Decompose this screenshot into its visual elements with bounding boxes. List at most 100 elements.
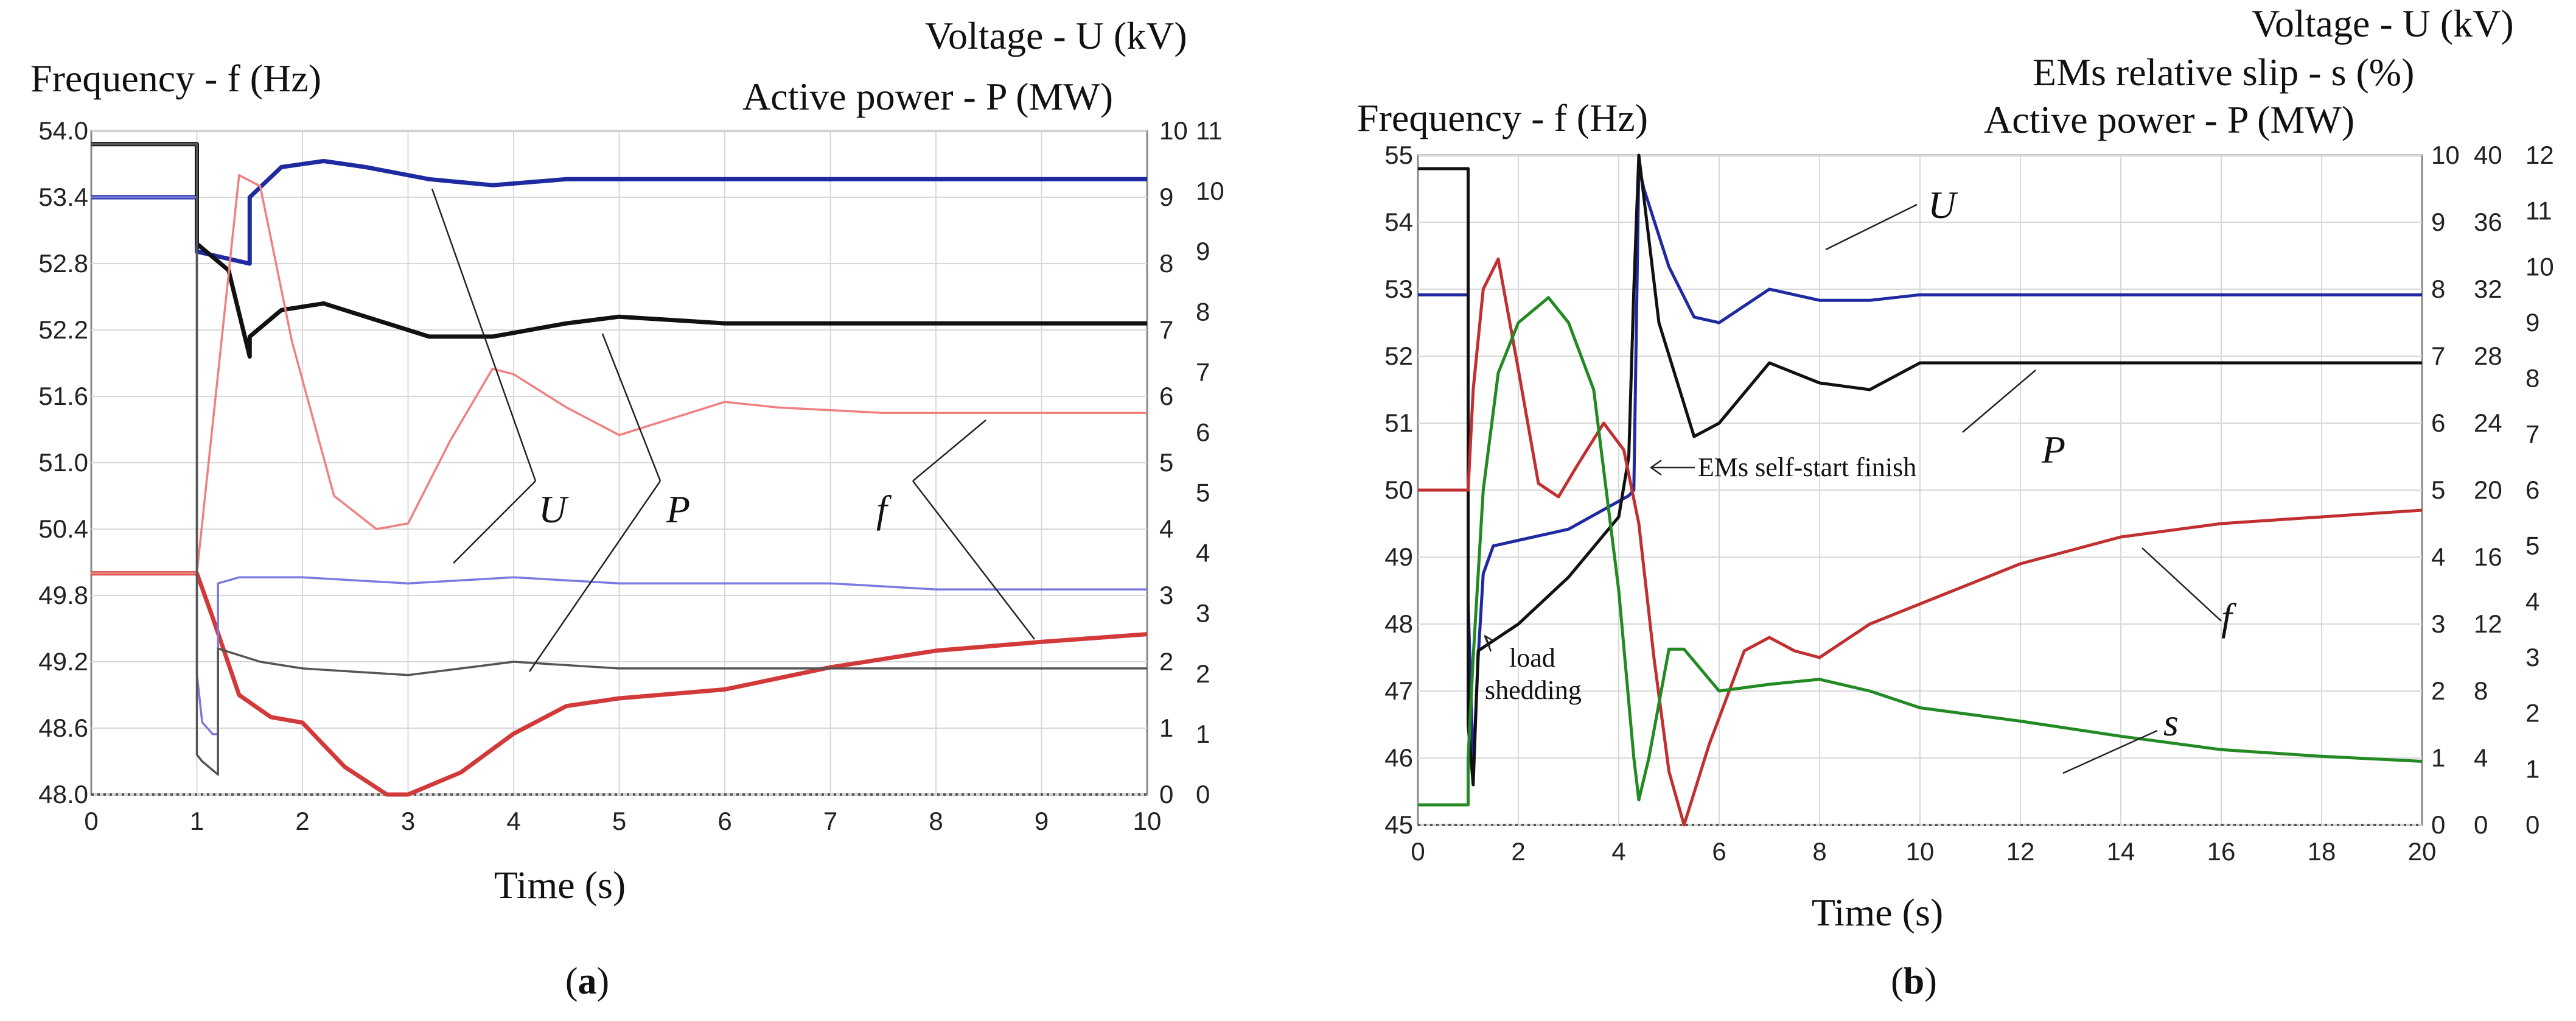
f-axis-tick-label: 53 [1384, 275, 1413, 303]
u-axis-tick-label: 9 [2525, 308, 2539, 337]
b-leader-lines [1484, 203, 2222, 774]
x-tick-label: 18 [2308, 837, 2336, 866]
x-tick-label: 5 [612, 807, 626, 835]
a-leader-u-low [453, 480, 536, 564]
f-axis-tick-label: 48.6 [38, 714, 88, 742]
u-axis-tick-label: 0 [1196, 780, 1210, 809]
series-line-p [1418, 153, 2422, 787]
s-axis-tick-label: 4 [2474, 743, 2488, 772]
b-grid [1418, 155, 2422, 826]
f-axis-tick-label: 51 [1384, 409, 1413, 437]
f-axis-tick-label: 50 [1384, 475, 1413, 504]
b-x-ticks: 0 2 4 6 8 10 12 14 16 18 20 [1411, 837, 2436, 866]
p-axis-tick-label: 0 [1159, 780, 1173, 809]
u-axis-tick-label: 4 [1196, 539, 1210, 567]
u-axis-tick-label: 7 [1196, 357, 1210, 386]
p-axis-tick-label: 2 [2431, 676, 2445, 705]
b-right-axis-title-1: Voltage - U (kV) [2252, 2, 2514, 45]
p-axis-tick-label: 9 [2431, 208, 2445, 236]
f-axis-tick-label: 54.0 [38, 116, 88, 145]
s-axis-tick-label: 32 [2474, 275, 2502, 303]
x-tick-label: 4 [1611, 837, 1625, 866]
p-axis-tick-label: 8 [2431, 275, 2445, 303]
b-leader-s [2062, 729, 2158, 774]
x-tick-label: 8 [1812, 837, 1826, 866]
a-panel-letter: a [578, 961, 597, 1002]
f-axis-tick-label: 48 [1384, 609, 1413, 638]
f-axis-tick-label: 51.0 [38, 448, 88, 477]
u-axis-tick-label: 1 [2525, 754, 2539, 783]
s-axis-tick-label: 8 [2474, 676, 2488, 705]
x-tick-label: 12 [2006, 837, 2035, 866]
x-tick-label: 8 [929, 807, 943, 835]
f-axis-tick-label: 55 [1384, 141, 1413, 169]
s-axis-tick-label: 36 [2474, 208, 2502, 236]
x-tick-label: 6 [717, 807, 731, 835]
b-leader-u [1825, 203, 1918, 251]
x-tick-label: 14 [2107, 837, 2135, 866]
b-right-axis-title-2: EMs relative slip - s (%) [2033, 51, 2414, 94]
f-axis-tick-label: 49 [1384, 542, 1413, 571]
s-axis-tick-label: 20 [2474, 475, 2502, 504]
p-axis-tick-label: 10 [2431, 141, 2460, 169]
a-panel-label: (a) [565, 961, 609, 1002]
u-axis-tick-label: 3 [1196, 599, 1210, 628]
u-axis-tick-label: 12 [2525, 141, 2554, 169]
f-axis-tick-label: 54 [1384, 208, 1413, 236]
a-right-axis-title-1: Voltage - U (kV) [925, 14, 1187, 57]
a-label-p: P [666, 488, 690, 531]
series-line-p-low- [91, 143, 1147, 776]
a-leader-lines [431, 188, 1035, 672]
p-axis-tick-label: 4 [2431, 542, 2445, 571]
p-axis-tick-label: 7 [1159, 315, 1173, 344]
b-arrow-head-load [1484, 634, 1493, 648]
x-tick-label: 10 [1906, 837, 1935, 866]
u-axis-tick-label: 5 [1196, 479, 1210, 507]
a-f-axis-ticks: 54.0 53.4 52.8 52.2 51.6 51.0 50.4 49.8 49.2 48.6… [38, 116, 88, 809]
p-axis-tick-label: 1 [1159, 714, 1173, 742]
f-axis-tick-label: 46 [1384, 743, 1413, 772]
a-label-u: U [539, 488, 569, 531]
x-tick-label: 0 [1411, 837, 1425, 866]
x-tick-label: 16 [2207, 837, 2236, 866]
u-axis-tick-label: 1 [1196, 720, 1210, 748]
panel-a: Frequency - f (Hz) Voltage - U (kV) Acti… [30, 14, 1224, 1002]
x-tick-label: 10 [1133, 807, 1162, 835]
x-tick-label: 7 [823, 807, 837, 835]
p-axis-tick-label: 3 [2431, 609, 2445, 638]
p-axis-tick-label: 0 [2431, 810, 2445, 839]
s-axis-tick-label: 40 [2474, 141, 2502, 169]
a-leader-u-top [431, 188, 537, 482]
p-axis-tick-label: 5 [2431, 475, 2445, 504]
b-panel-letter: b [1904, 961, 1924, 1002]
x-tick-label: 4 [506, 807, 520, 835]
u-axis-tick-label: 5 [2525, 532, 2539, 560]
f-axis-tick-label: 48.0 [38, 780, 88, 809]
p-axis-tick-label: 3 [1159, 581, 1173, 609]
a-x-ticks: 0 1 2 3 4 5 6 7 8 9 10 [84, 807, 1161, 835]
p-axis-tick-label: 4 [1159, 514, 1173, 543]
u-axis-tick-label: 2 [1196, 659, 1210, 688]
a-leader-f-main [912, 480, 1035, 640]
u-axis-tick-label: 11 [2525, 197, 2552, 225]
u-axis-tick-label: 7 [2525, 419, 2539, 448]
b-label-s: s [2163, 701, 2179, 744]
b-f-axis-ticks: 55 54 53 52 51 50 49 48 47 46 45 [1384, 141, 1413, 839]
u-axis-tick-label: 6 [1196, 418, 1210, 446]
f-axis-tick-label: 49.8 [38, 581, 88, 609]
b-panel-label: (b) [1891, 961, 1937, 1002]
u-axis-tick-label: 8 [1196, 297, 1210, 326]
x-tick-label: 2 [1511, 837, 1525, 866]
b-annotation-shedding: shedding [1485, 675, 1582, 705]
x-tick-label: 20 [2408, 837, 2437, 866]
x-tick-label: 6 [1712, 837, 1726, 866]
u-axis-tick-label: 4 [2525, 587, 2539, 616]
u-axis-tick-label: 8 [2525, 364, 2539, 393]
u-axis-tick-label: 3 [2525, 643, 2539, 672]
u-axis-tick-label: 6 [2525, 475, 2539, 504]
a-right-axis-title-2: Active power - P (MW) [742, 75, 1113, 118]
p-axis-tick-label: 8 [1159, 249, 1173, 278]
